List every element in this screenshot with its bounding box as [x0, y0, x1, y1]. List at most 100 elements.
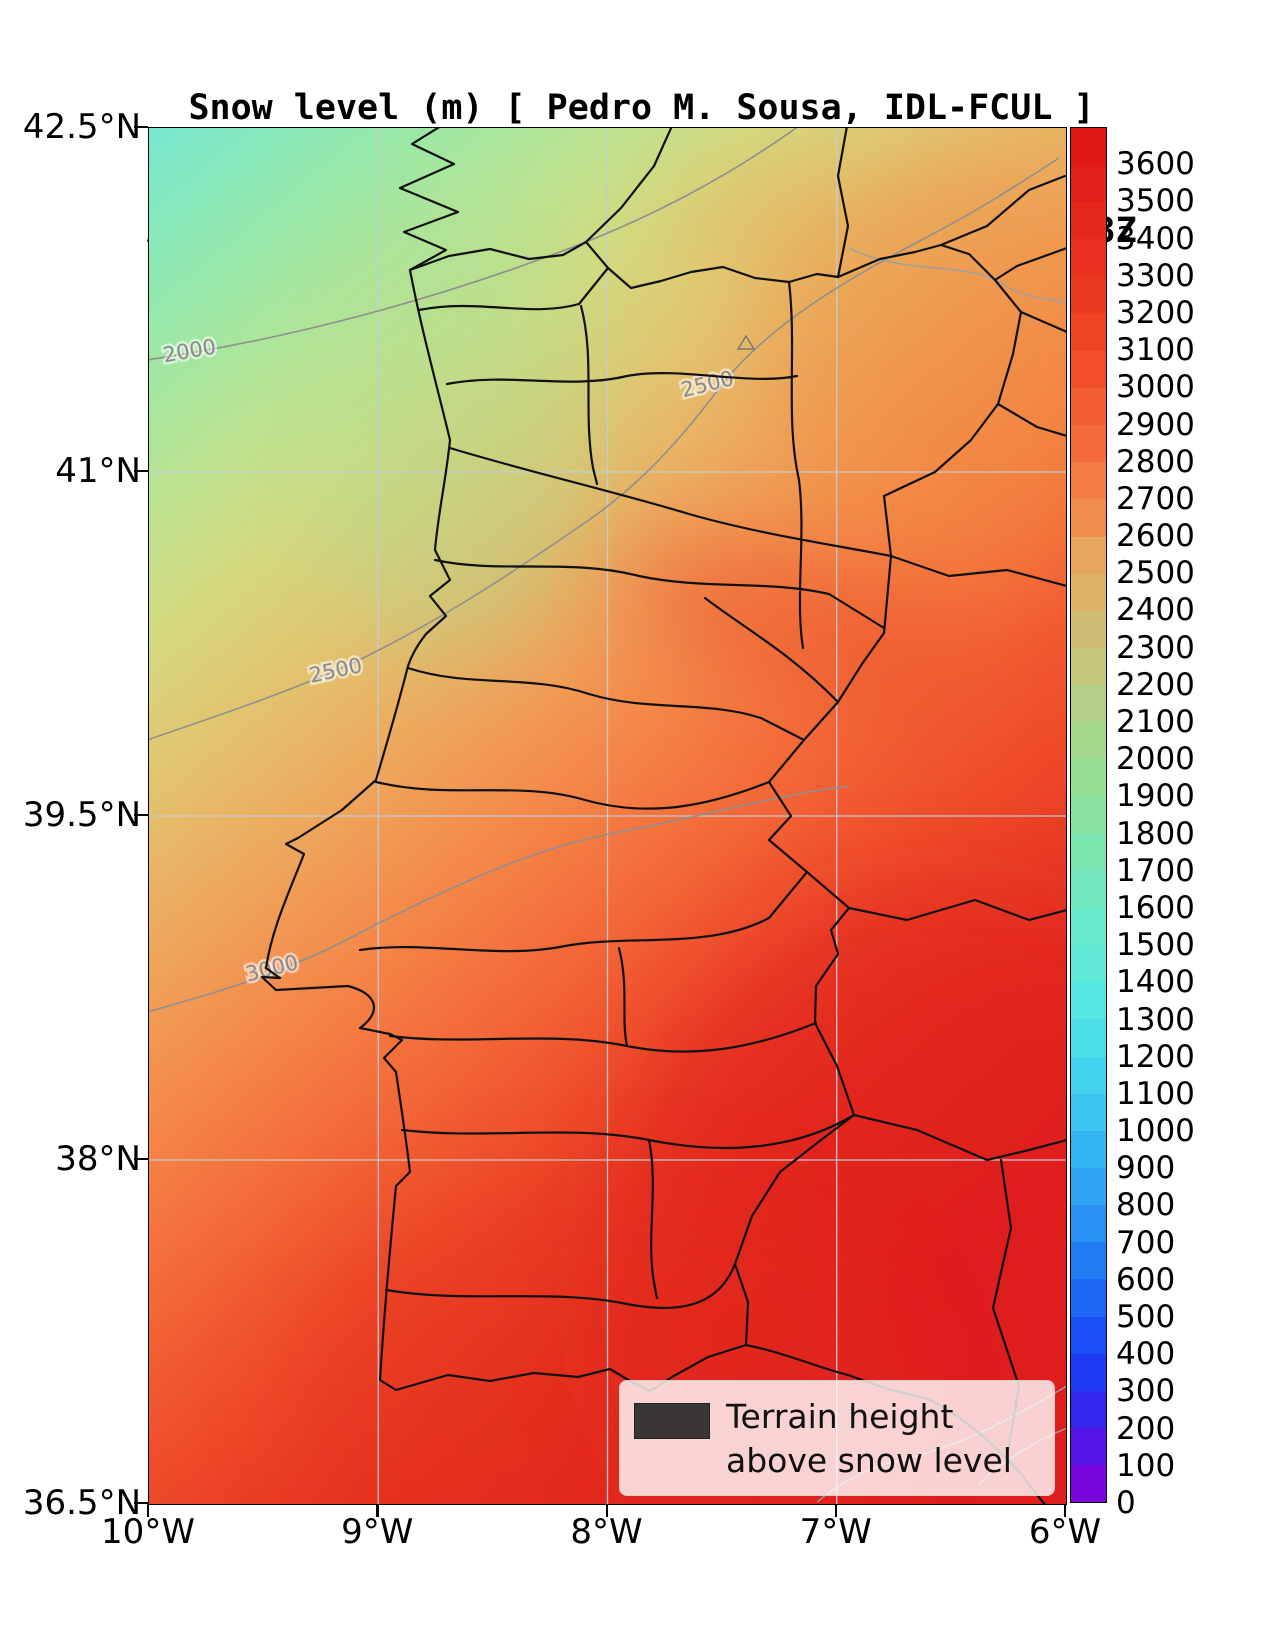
colorbar-band: [1071, 573, 1106, 611]
x-axis-tick: [605, 1504, 608, 1517]
colorbar-band: [1071, 1093, 1106, 1131]
terrain-marker: [736, 334, 756, 350]
colorbar-tick-label: 1200: [1116, 1038, 1195, 1075]
colorbar-band: [1071, 833, 1106, 871]
colorbar-band: [1071, 1167, 1106, 1206]
contour-3000: [149, 785, 850, 1013]
colorbar-tick-label: 2900: [1116, 406, 1195, 443]
colorbar-band: [1071, 907, 1106, 946]
legend: Terrain height above snow level: [619, 1380, 1055, 1496]
x-axis-tick: [834, 1504, 838, 1517]
legend-text: Terrain height above snow level: [726, 1395, 1012, 1483]
colorbar-tick-label: 1100: [1116, 1075, 1195, 1112]
colorbar-band: [1071, 499, 1106, 537]
colorbar-band: [1071, 1242, 1106, 1280]
colorbar-tick-label: 2700: [1116, 480, 1195, 517]
colorbar-band: [1071, 462, 1106, 500]
x-axis-tick: [147, 1504, 150, 1517]
x-axis-label: 8°W: [570, 1512, 643, 1552]
colorbar-tick-label: 1500: [1116, 927, 1195, 964]
colorbar-tick-label: 1300: [1116, 1001, 1195, 1038]
snow-level-contours: [149, 128, 1060, 1013]
colorbar-band: [1071, 1465, 1106, 1503]
legend-line-1: Terrain height: [726, 1397, 954, 1436]
colorbar-tick-label: 700: [1116, 1224, 1176, 1261]
x-axis-label: 10°W: [101, 1512, 195, 1552]
y-axis-label: 38°N: [55, 1139, 141, 1179]
colorbar-tick-label: 2800: [1116, 443, 1195, 480]
x-axis-label: 7°W: [799, 1512, 872, 1552]
colorbar-band: [1071, 350, 1106, 388]
y-axis-label: 36.5°N: [22, 1483, 141, 1523]
x-axis-label: 9°W: [341, 1512, 414, 1552]
colorbar-band: [1071, 796, 1106, 834]
map-plot-area: 2000 2500 2500 3000 Terrain height above…: [148, 127, 1067, 1505]
y-axis-label: 42.5°N: [22, 107, 141, 147]
colorbar-tick-label: 3300: [1116, 257, 1195, 294]
colorbar-tick-label: 400: [1116, 1336, 1176, 1373]
colorbar-band: [1071, 1390, 1106, 1428]
colorbar-band: [1071, 1427, 1106, 1466]
colorbar-band: [1071, 759, 1106, 797]
y-axis-label: 39.5°N: [22, 795, 141, 835]
graticule-grid: [149, 128, 1066, 1504]
colorbar: [1070, 127, 1107, 1503]
colorbar-tick-label: 600: [1116, 1261, 1176, 1298]
y-axis-tick: [134, 470, 148, 473]
portugal-district-borders: [358, 266, 893, 1309]
colorbar-tick-label: 200: [1116, 1410, 1176, 1447]
colorbar-band: [1071, 982, 1106, 1020]
x-axis-tick: [1064, 1504, 1067, 1517]
colorbar-tick-label: 3100: [1116, 332, 1195, 369]
colorbar-band: [1071, 1056, 1106, 1094]
colorbar-tick-label: 3400: [1116, 220, 1195, 257]
administrative-boundaries: [260, 128, 1066, 1504]
y-axis-tick: [134, 814, 148, 817]
contour-2500: [149, 157, 1060, 741]
legend-line-2: above snow level: [726, 1441, 1012, 1480]
colorbar-tick-label: 1600: [1116, 889, 1195, 926]
colorbar-tick-label: 3500: [1116, 183, 1195, 220]
colorbar-tick-label: 500: [1116, 1299, 1176, 1336]
spain-province-borders: [584, 128, 1066, 1475]
colorbar-band: [1071, 722, 1106, 760]
colorbar-tick-label: 2000: [1116, 741, 1195, 778]
colorbar-band: [1071, 1353, 1106, 1391]
colorbar-tick-label: 2300: [1116, 629, 1195, 666]
y-axis-tick: [134, 126, 148, 129]
colorbar-tick-label: 2400: [1116, 592, 1195, 629]
colorbar-band: [1071, 128, 1106, 166]
colorbar-band: [1071, 1316, 1106, 1354]
snow-level-map: 2000 2500 2500 3000: [149, 128, 1066, 1504]
colorbar-band: [1071, 945, 1106, 983]
title-line-1: Snow level (m) [ Pedro M. Sousa, IDL-FCU…: [188, 88, 1095, 128]
colorbar-tick-label: 1000: [1116, 1113, 1195, 1150]
colorbar-tick-label: 3000: [1116, 369, 1195, 406]
green-patch-northwest-coast: [299, 198, 599, 658]
colorbar-band: [1071, 610, 1106, 648]
x-axis-label: 6°W: [1028, 1512, 1102, 1552]
colorbar-tick-label: 1800: [1116, 815, 1195, 852]
colorbar-band: [1071, 536, 1106, 574]
colorbar-band: [1071, 647, 1106, 686]
colorbar-tick-label: 0: [1116, 1485, 1136, 1521]
colorbar-band: [1071, 202, 1106, 240]
colorbar-tick-label: 3600: [1116, 146, 1195, 183]
colorbar-tick-label: 1900: [1116, 778, 1195, 815]
colorbar-band: [1071, 1019, 1106, 1057]
colorbar-tick-label: 100: [1116, 1447, 1176, 1484]
colorbar-tick-label: 800: [1116, 1187, 1176, 1224]
colorbar-band: [1071, 239, 1106, 277]
x-axis-tick: [376, 1504, 379, 1517]
colorbar-band: [1071, 165, 1106, 203]
colorbar-tick-label: 900: [1116, 1150, 1176, 1187]
colorbar-tick-label: 3200: [1116, 294, 1195, 331]
terrain-height-swatch: [634, 1403, 710, 1439]
colorbar-band: [1071, 1205, 1106, 1243]
colorbar-band: [1071, 387, 1106, 426]
colorbar-band: [1071, 685, 1106, 723]
colorbar-tick-label: 2600: [1116, 518, 1195, 555]
colorbar-band: [1071, 1279, 1106, 1317]
orange-patch-north: [669, 158, 869, 278]
orange-patch-northeast: [769, 158, 1066, 578]
